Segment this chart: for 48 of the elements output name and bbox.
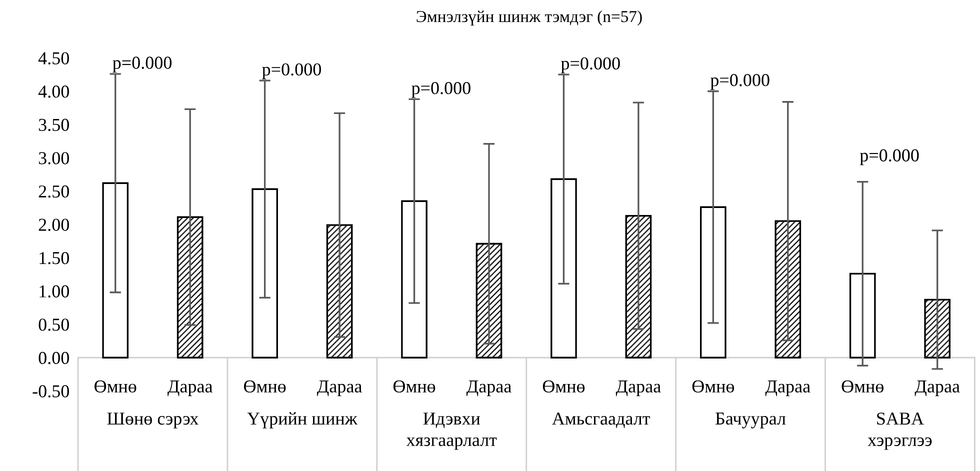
x-tick-label: Үүрийн шинж xyxy=(247,412,358,428)
y-tick-label: 0.00 xyxy=(38,352,69,364)
annotation: p=0.000 xyxy=(412,82,470,98)
series-label: Өмнө xyxy=(244,380,286,393)
bar xyxy=(401,200,428,358)
annotation: p=0.000 xyxy=(561,57,620,74)
x-tick-label: Амьсгаадалт xyxy=(552,412,650,428)
y-tick-label: 2.00 xyxy=(38,218,69,231)
text: Өмнө xyxy=(94,380,136,393)
bar xyxy=(550,178,577,358)
bar xyxy=(176,216,204,358)
chart-title: Эмнэлзүйн шинж тэмдэг (n=57) xyxy=(416,10,642,26)
annotation: p=0.000 xyxy=(112,56,172,73)
bar xyxy=(849,272,876,358)
bar xyxy=(774,220,802,358)
y-tick-label: 3.00 xyxy=(38,152,69,164)
y-tick-label: 1.50 xyxy=(40,252,69,264)
text: Дараа xyxy=(616,380,661,396)
text: Өмнө xyxy=(692,380,734,393)
y-tick-label: 2.50 xyxy=(38,185,69,198)
bar xyxy=(102,182,129,358)
annotation: p=0.000 xyxy=(860,149,919,166)
text: Дараа xyxy=(466,380,512,396)
text: Дараа xyxy=(765,380,810,396)
y-tick-label: 4.00 xyxy=(38,85,69,98)
bar xyxy=(924,298,951,358)
text: Дараа xyxy=(914,380,960,396)
bar xyxy=(476,242,502,358)
y-tick-label: -0.50 xyxy=(32,385,69,398)
text: Дараа xyxy=(316,380,362,396)
y-tick-label: 0.50 xyxy=(38,318,69,331)
text: Өмнө xyxy=(842,380,884,393)
bar xyxy=(625,214,652,358)
x-tick-label: Идэвхи хязгаарлалт xyxy=(406,412,497,450)
text: Өмнө xyxy=(393,380,436,393)
annotation: p=0.000 xyxy=(262,63,321,80)
x-tick-label: Бачуурал xyxy=(716,412,786,428)
x-tick-label: Шөнө сэрэх xyxy=(107,412,199,428)
bar xyxy=(326,224,353,358)
text: Өмнө xyxy=(542,380,585,393)
bar xyxy=(252,188,278,358)
y-tick-label: 1.00 xyxy=(40,285,69,298)
annotation: p=0.000 xyxy=(710,74,770,90)
y-tick-label: 3.50 xyxy=(38,118,69,132)
series-label: Дараа xyxy=(168,380,213,396)
bar xyxy=(700,206,726,358)
x-tick-label: SABA хэрэглээ xyxy=(868,412,932,450)
y-tick-label: 4.50 xyxy=(38,52,69,64)
